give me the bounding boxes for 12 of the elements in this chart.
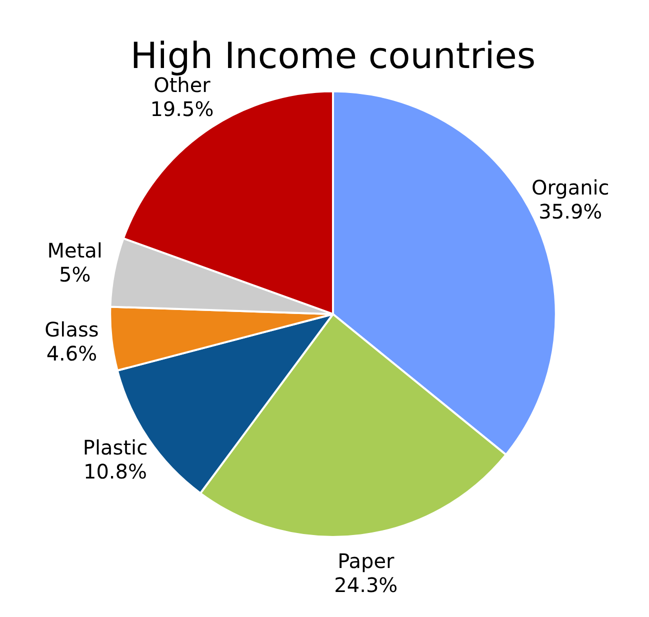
- slice-label: Metal: [47, 238, 102, 263]
- data-label: 5%: [58, 262, 91, 287]
- chart-title: High Income countries: [130, 36, 536, 77]
- data-label: 4.6%: [46, 342, 98, 366]
- data-label: 35.9%: [538, 199, 602, 224]
- slice-label: Organic: [532, 175, 610, 200]
- slice-label: Glass: [44, 318, 99, 342]
- data-label: 19.5%: [150, 97, 214, 122]
- slice-label: Plastic: [82, 436, 148, 460]
- data-label: 24.3%: [334, 573, 398, 598]
- slice-label: Paper: [338, 549, 396, 574]
- data-label: 10.8%: [83, 460, 148, 484]
